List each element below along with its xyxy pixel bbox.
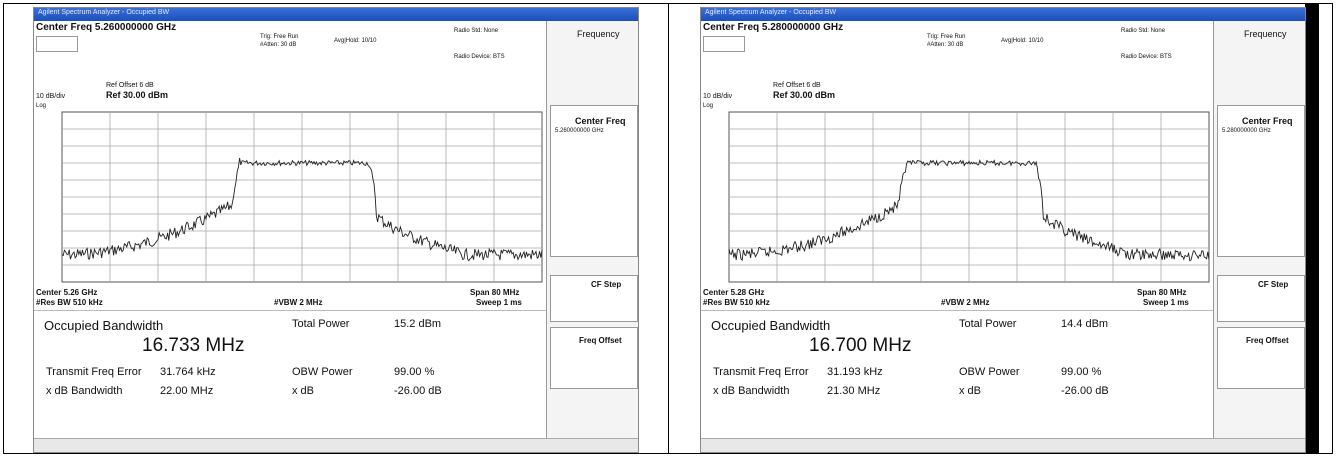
table-border — [668, 3, 669, 454]
meas-cell: 31.764 kHz — [160, 366, 216, 378]
meas-cell: OBW Power — [292, 366, 353, 378]
status-bar — [701, 438, 1305, 453]
sweep: Sweep 1 ms — [1143, 298, 1189, 307]
span: Span 80 MHz — [470, 288, 519, 297]
total-power-label: Total Power — [959, 318, 1016, 330]
meas-cell: x dB — [959, 385, 981, 397]
meas-cell: 31.193 kHz — [827, 366, 883, 378]
menu-key: Center Freq 5.280000000 GHz — [1217, 105, 1305, 257]
meas-cell: x dB Bandwidth — [46, 385, 122, 397]
menu-title: Frequency — [1244, 29, 1287, 39]
total-power-label: Total Power — [292, 318, 349, 330]
menu-freq-offset: Freq Offset — [1246, 336, 1289, 345]
meas-cell: 21.30 MHz — [827, 385, 880, 397]
menu-key: Freq Offset — [1217, 327, 1305, 389]
screenshot-table: Agilent Spectrum Analyzer - Occupied BWC… — [0, 0, 1336, 457]
meas-cell: Transmit Freq Error — [713, 366, 809, 378]
menu-key: Freq Offset — [550, 327, 638, 389]
meas-cell: 22.00 MHz — [160, 385, 213, 397]
spectrum-display — [701, 8, 1213, 288]
side-menu: Frequency Center Freq 5.260000000 GHz CF St… — [546, 21, 639, 438]
sweep: Sweep 1 ms — [476, 298, 522, 307]
total-power: 15.2 dBm — [394, 318, 441, 330]
menu-center-freq: Center Freq — [1242, 116, 1293, 126]
side-menu: Frequency Center Freq 5.280000000 GHz CF St… — [1213, 21, 1306, 438]
menu-cf-step: CF Step — [591, 280, 621, 289]
menu-center-value: 5.280000000 GHz — [1222, 128, 1271, 134]
meas-cell: Transmit Freq Error — [46, 366, 142, 378]
spectrum-display — [34, 8, 546, 288]
menu-key: CF Step — [550, 275, 638, 322]
meas-title: Occupied Bandwidth — [44, 318, 163, 333]
meas-cell: x dB Bandwidth — [713, 385, 789, 397]
menu-cf-step: CF Step — [1258, 280, 1288, 289]
table-border — [3, 3, 4, 454]
total-power: 14.4 dBm — [1061, 318, 1108, 330]
black-bar — [1305, 3, 1319, 454]
vbw: #VBW 2 MHz — [274, 298, 322, 307]
menu-freq-offset: Freq Offset — [579, 336, 622, 345]
menu-title: Frequency — [577, 29, 620, 39]
res-bw: #Res BW 510 kHz — [36, 298, 103, 307]
span: Span 80 MHz — [1137, 288, 1186, 297]
status-bar — [34, 438, 638, 453]
meas-cell: -26.00 dB — [1061, 385, 1109, 397]
menu-center-value: 5.260000000 GHz — [555, 128, 604, 134]
obw-value: 16.733 MHz — [142, 335, 244, 357]
meas-cell: -26.00 dB — [394, 385, 442, 397]
obw-value: 16.700 MHz — [809, 335, 911, 357]
table-border — [1332, 3, 1333, 454]
meas-title: Occupied Bandwidth — [711, 318, 830, 333]
center-label: Center 5.26 GHz — [36, 288, 97, 297]
res-bw: #Res BW 510 kHz — [703, 298, 770, 307]
meas-cell: 99.00 % — [394, 366, 434, 378]
center-label: Center 5.28 GHz — [703, 288, 764, 297]
separator — [34, 310, 546, 311]
separator — [701, 310, 1213, 311]
menu-center-freq: Center Freq — [575, 116, 626, 126]
meas-cell: x dB — [292, 385, 314, 397]
menu-key: Center Freq 5.260000000 GHz — [550, 105, 638, 257]
meas-cell: 99.00 % — [1061, 366, 1101, 378]
meas-cell: OBW Power — [959, 366, 1020, 378]
vbw: #VBW 2 MHz — [941, 298, 989, 307]
menu-key: CF Step — [1217, 275, 1305, 322]
